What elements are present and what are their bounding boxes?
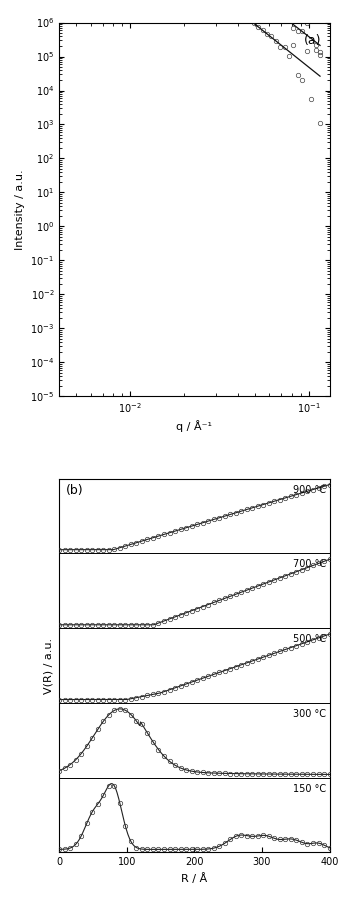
Text: 500 °C: 500 °C — [293, 634, 326, 644]
Text: 700 °C: 700 °C — [293, 559, 326, 569]
X-axis label: R / Å: R / Å — [181, 873, 208, 884]
Y-axis label: V(R) / a.u.: V(R) / a.u. — [44, 638, 54, 694]
Y-axis label: Intensity / a.u.: Intensity / a.u. — [15, 170, 25, 250]
Text: (a): (a) — [304, 33, 321, 47]
X-axis label: q / Å⁻¹: q / Å⁻¹ — [176, 420, 212, 432]
Text: 900 °C: 900 °C — [293, 484, 326, 494]
Text: 300 °C: 300 °C — [293, 709, 326, 719]
Text: (b): (b) — [66, 484, 83, 497]
Text: 150 °C: 150 °C — [293, 784, 326, 794]
